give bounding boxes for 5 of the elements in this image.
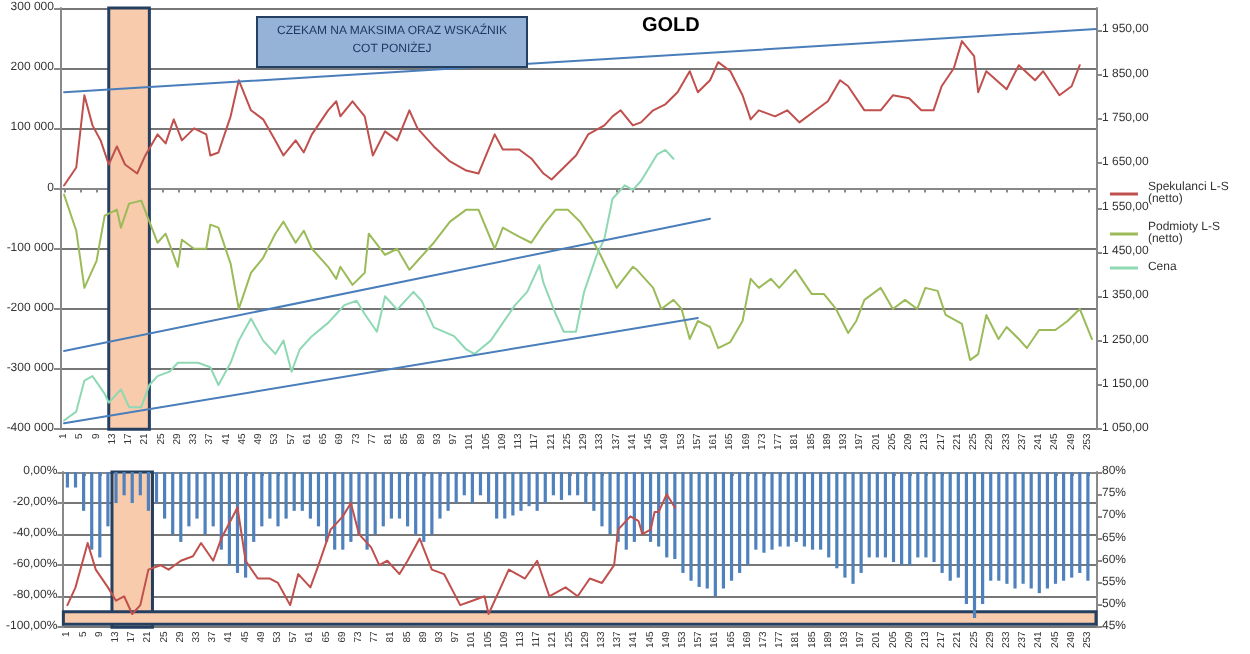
line-series — [63, 148, 675, 422]
line-series — [63, 40, 1081, 187]
line-series — [63, 193, 1093, 362]
chart-title: GOLD — [642, 15, 700, 37]
line-series — [66, 493, 676, 615]
